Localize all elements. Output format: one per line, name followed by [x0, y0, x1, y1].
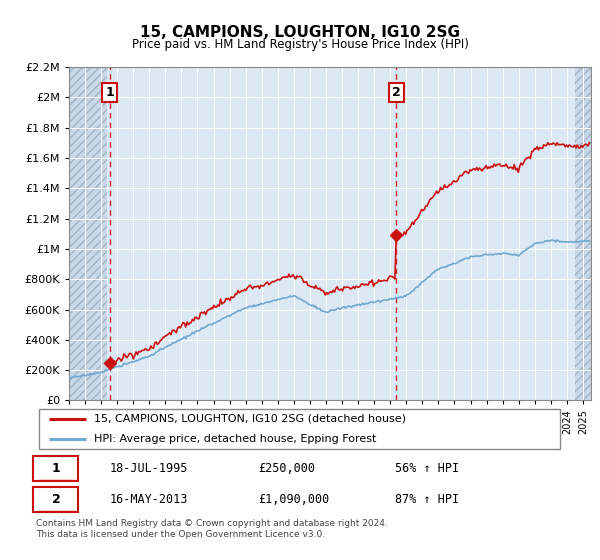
Text: 1: 1 [52, 462, 61, 475]
Text: Contains HM Land Registry data © Crown copyright and database right 2024.
This d: Contains HM Land Registry data © Crown c… [36, 519, 388, 539]
Text: 16-MAY-2013: 16-MAY-2013 [110, 493, 188, 506]
Text: 2: 2 [392, 86, 401, 99]
Text: 2: 2 [52, 493, 61, 506]
Text: 15, CAMPIONS, LOUGHTON, IG10 2SG (detached house): 15, CAMPIONS, LOUGHTON, IG10 2SG (detach… [94, 414, 406, 424]
FancyBboxPatch shape [38, 409, 560, 449]
Text: 1: 1 [106, 86, 114, 99]
Text: £250,000: £250,000 [258, 462, 315, 475]
Text: £1,090,000: £1,090,000 [258, 493, 329, 506]
FancyBboxPatch shape [34, 487, 78, 512]
Text: 18-JUL-1995: 18-JUL-1995 [110, 462, 188, 475]
Text: 15, CAMPIONS, LOUGHTON, IG10 2SG: 15, CAMPIONS, LOUGHTON, IG10 2SG [140, 25, 460, 40]
Text: 87% ↑ HPI: 87% ↑ HPI [395, 493, 459, 506]
Text: 56% ↑ HPI: 56% ↑ HPI [395, 462, 459, 475]
FancyBboxPatch shape [34, 456, 78, 480]
Text: Price paid vs. HM Land Registry's House Price Index (HPI): Price paid vs. HM Land Registry's House … [131, 38, 469, 51]
Bar [575, 67, 591, 400]
Text: HPI: Average price, detached house, Epping Forest: HPI: Average price, detached house, Eppi… [94, 434, 376, 444]
Bar [69, 67, 107, 400]
